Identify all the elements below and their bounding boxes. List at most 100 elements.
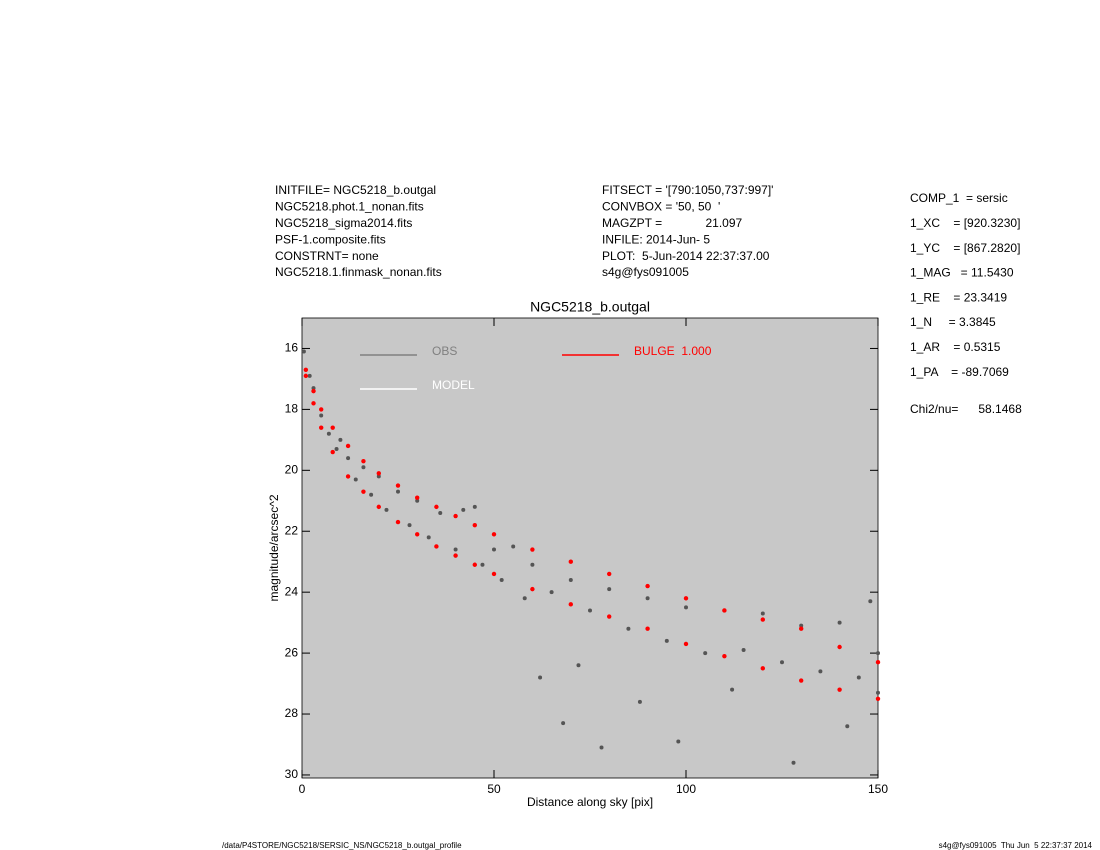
param-line: 1_RE = 23.3419 xyxy=(910,290,1007,304)
header-middle-line: FITSECT = '[790:1050,737:997]' xyxy=(602,183,773,197)
param-line: 1_N = 3.3845 xyxy=(910,315,996,329)
point xyxy=(837,644,842,650)
point xyxy=(683,641,689,647)
point xyxy=(876,651,880,656)
footer-right: s4g@fys091005 Thu Jun 5 22:37:37 2014 xyxy=(939,841,1093,850)
point xyxy=(453,547,458,552)
y-tick-label: 18 xyxy=(285,402,299,416)
point xyxy=(607,571,612,577)
point xyxy=(799,626,804,631)
point xyxy=(588,608,592,613)
point xyxy=(799,623,804,628)
point xyxy=(461,507,466,512)
header-middle-line: CONVBOX = '50, 50 ' xyxy=(602,200,720,214)
x-axis-label: Distance along sky [pix] xyxy=(527,795,653,809)
point xyxy=(319,425,324,430)
point xyxy=(780,660,784,665)
point xyxy=(415,495,420,500)
point xyxy=(334,446,339,451)
y-tick-label: 24 xyxy=(285,584,299,598)
point xyxy=(722,653,727,659)
point xyxy=(530,586,535,592)
point xyxy=(875,696,881,701)
point xyxy=(626,626,631,631)
point xyxy=(549,590,554,595)
header-left-line: INITFILE= NGC5218_b.outgal xyxy=(275,183,436,197)
header-left-line: NGC5218.phot.1_nonan.fits xyxy=(275,200,424,214)
header-middle-line: s4g@fys091005 xyxy=(602,265,689,279)
point xyxy=(472,522,477,528)
x-tick-label: 100 xyxy=(676,782,696,796)
point xyxy=(376,474,381,479)
point xyxy=(499,577,504,582)
point xyxy=(530,562,535,567)
point xyxy=(837,620,842,625)
point xyxy=(522,596,527,601)
point xyxy=(722,608,727,613)
point xyxy=(561,721,566,726)
header-left-line: CONSTRNT= none xyxy=(275,249,379,263)
point xyxy=(741,648,746,653)
point xyxy=(637,699,642,704)
header-left-line: PSF-1.composite.fits xyxy=(275,232,386,246)
point xyxy=(361,489,366,494)
point xyxy=(311,401,316,406)
point xyxy=(664,638,669,643)
point xyxy=(837,687,842,692)
point xyxy=(311,388,316,394)
y-tick-label: 16 xyxy=(285,341,299,355)
point xyxy=(491,571,497,577)
point xyxy=(407,523,412,528)
param-line: 1_XC = [920.3230] xyxy=(910,216,1020,230)
point xyxy=(395,519,401,525)
point xyxy=(875,660,881,665)
point xyxy=(599,745,604,750)
point xyxy=(472,562,477,567)
point xyxy=(384,507,389,512)
y-tick-label: 22 xyxy=(285,523,299,537)
point xyxy=(415,498,420,503)
point xyxy=(330,449,335,455)
point xyxy=(760,666,765,671)
point xyxy=(361,458,366,464)
point xyxy=(511,544,516,549)
y-tick-label: 20 xyxy=(285,462,299,476)
point xyxy=(607,614,612,619)
point xyxy=(311,386,316,391)
param-line: 1_YC = [867.2820] xyxy=(910,241,1020,255)
point xyxy=(703,651,708,656)
x-tick-label: 150 xyxy=(868,782,888,796)
point xyxy=(538,675,543,680)
header-left-line: NGC5218_sigma2014.fits xyxy=(275,216,412,230)
point xyxy=(491,532,497,537)
point xyxy=(345,443,351,449)
header-left-line: NGC5218.1.finmask_nonan.fits xyxy=(275,265,442,279)
point xyxy=(676,739,681,744)
point xyxy=(361,465,366,470)
point xyxy=(307,373,312,378)
point xyxy=(346,456,351,461)
point xyxy=(453,513,458,519)
point xyxy=(760,611,765,616)
point xyxy=(868,599,873,604)
point xyxy=(799,678,804,683)
point xyxy=(303,373,309,379)
param-line: COMP_1 = sersic xyxy=(910,191,1008,205)
point xyxy=(438,510,443,515)
point xyxy=(319,413,324,418)
chi2: Chi2/nu= 58.1468 xyxy=(910,402,1022,416)
point xyxy=(760,617,765,622)
footer-left: /data/P4STORE/NGC5218/SERSIC_NS/NGC5218_… xyxy=(222,841,462,850)
point xyxy=(395,483,401,488)
point xyxy=(415,532,420,537)
point xyxy=(607,587,612,592)
point xyxy=(568,577,573,582)
x-tick-label: 50 xyxy=(487,782,501,796)
x-tick-label: 0 xyxy=(299,782,306,796)
y-tick-label: 26 xyxy=(285,645,299,659)
point xyxy=(376,471,381,476)
point xyxy=(376,504,381,510)
point xyxy=(645,596,650,601)
point xyxy=(683,596,689,601)
